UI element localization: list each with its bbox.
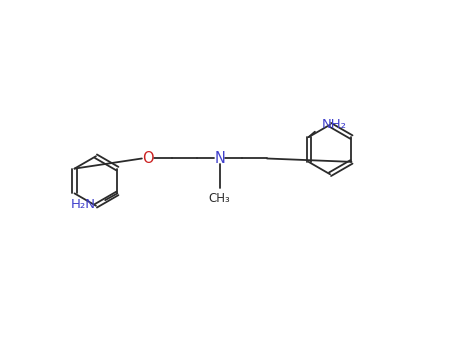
Text: N: N	[214, 151, 225, 166]
Text: O: O	[142, 151, 154, 166]
Text: H₂N: H₂N	[71, 198, 96, 211]
Text: NH₂: NH₂	[322, 118, 347, 131]
Text: CH₃: CH₃	[209, 192, 231, 205]
